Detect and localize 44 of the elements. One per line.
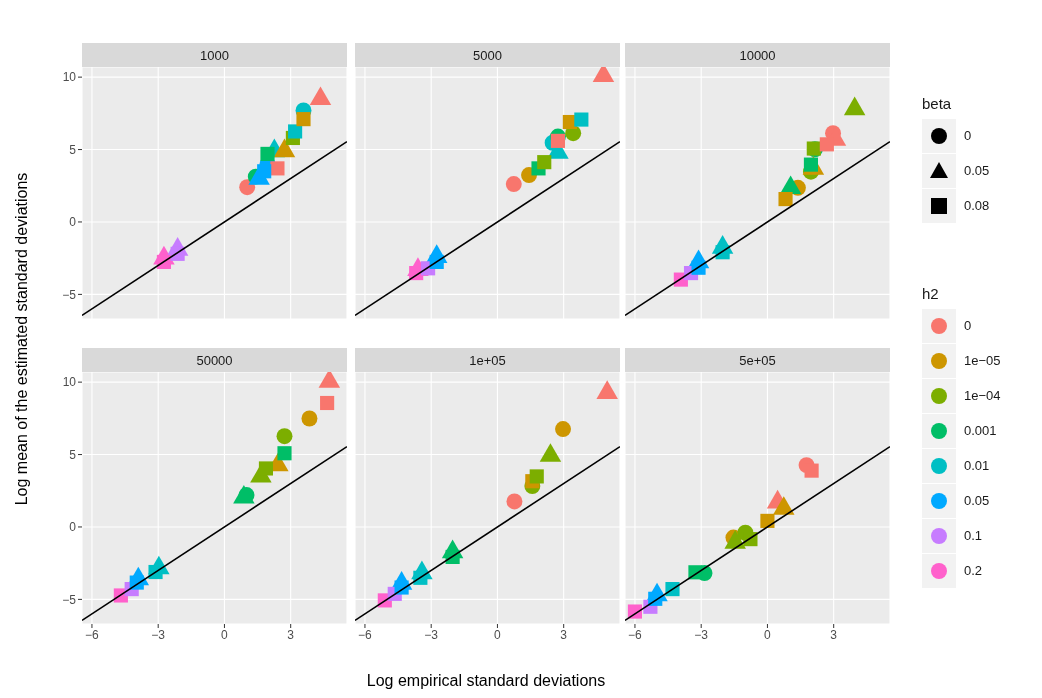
x-tick-label: 3 — [830, 627, 838, 642]
y-tick-label: −5 — [62, 592, 77, 607]
legend-label: 1e−04 — [964, 388, 1001, 403]
y-tick-label: 0 — [69, 215, 77, 230]
point — [301, 410, 318, 427]
x-tick-label: −6 — [358, 627, 373, 642]
chart-title: 5e+05 — [625, 348, 890, 372]
legend-label: 0.001 — [964, 423, 997, 438]
x-tick-label: 3 — [287, 627, 295, 642]
legend-label: 0.05 — [964, 493, 990, 508]
x-axis-title: Log empirical standard deviations — [365, 672, 607, 690]
x-tick-label: −6 — [628, 627, 643, 642]
chart-title: 1e+05 — [355, 348, 620, 372]
y-axis-title: Log mean of the estimated standard deviations — [13, 171, 31, 508]
y-tick-label: −5 — [62, 287, 77, 302]
legend-title: beta — [922, 95, 953, 112]
legend-label: 0.05 — [964, 163, 990, 178]
chart-title: 5000 — [355, 43, 620, 67]
y-tick-label: 0 — [69, 520, 77, 535]
legend-title: h2 — [922, 285, 940, 302]
legend-label: 0.1 — [964, 528, 983, 543]
y-tick-label: 10 — [62, 70, 77, 85]
legend-label: 0.2 — [964, 563, 983, 578]
chart-title: 10000 — [625, 43, 890, 67]
x-tick-label: −3 — [151, 627, 166, 642]
chart-title: 50000 — [82, 348, 347, 372]
legend-label: 0 — [964, 318, 972, 333]
x-tick-label: 0 — [764, 627, 772, 642]
point — [296, 112, 311, 127]
y-tick-label: 5 — [69, 447, 77, 462]
x-tick-label: 3 — [560, 627, 568, 642]
y-tick-label: 5 — [69, 142, 77, 157]
x-tick-label: −6 — [85, 627, 100, 642]
legend-label: 1e−05 — [964, 353, 1001, 368]
legend-label: 0 — [964, 128, 972, 143]
x-tick-label: 0 — [221, 627, 229, 642]
x-tick-label: −3 — [424, 627, 439, 642]
x-tick-label: −3 — [694, 627, 709, 642]
y-tick-label: 10 — [62, 375, 77, 390]
x-tick-label: 0 — [494, 627, 502, 642]
legend-label: 0.01 — [964, 458, 990, 473]
point — [506, 493, 523, 510]
legend-label: 0.08 — [964, 198, 990, 213]
chart-title: 1000 — [82, 43, 347, 67]
